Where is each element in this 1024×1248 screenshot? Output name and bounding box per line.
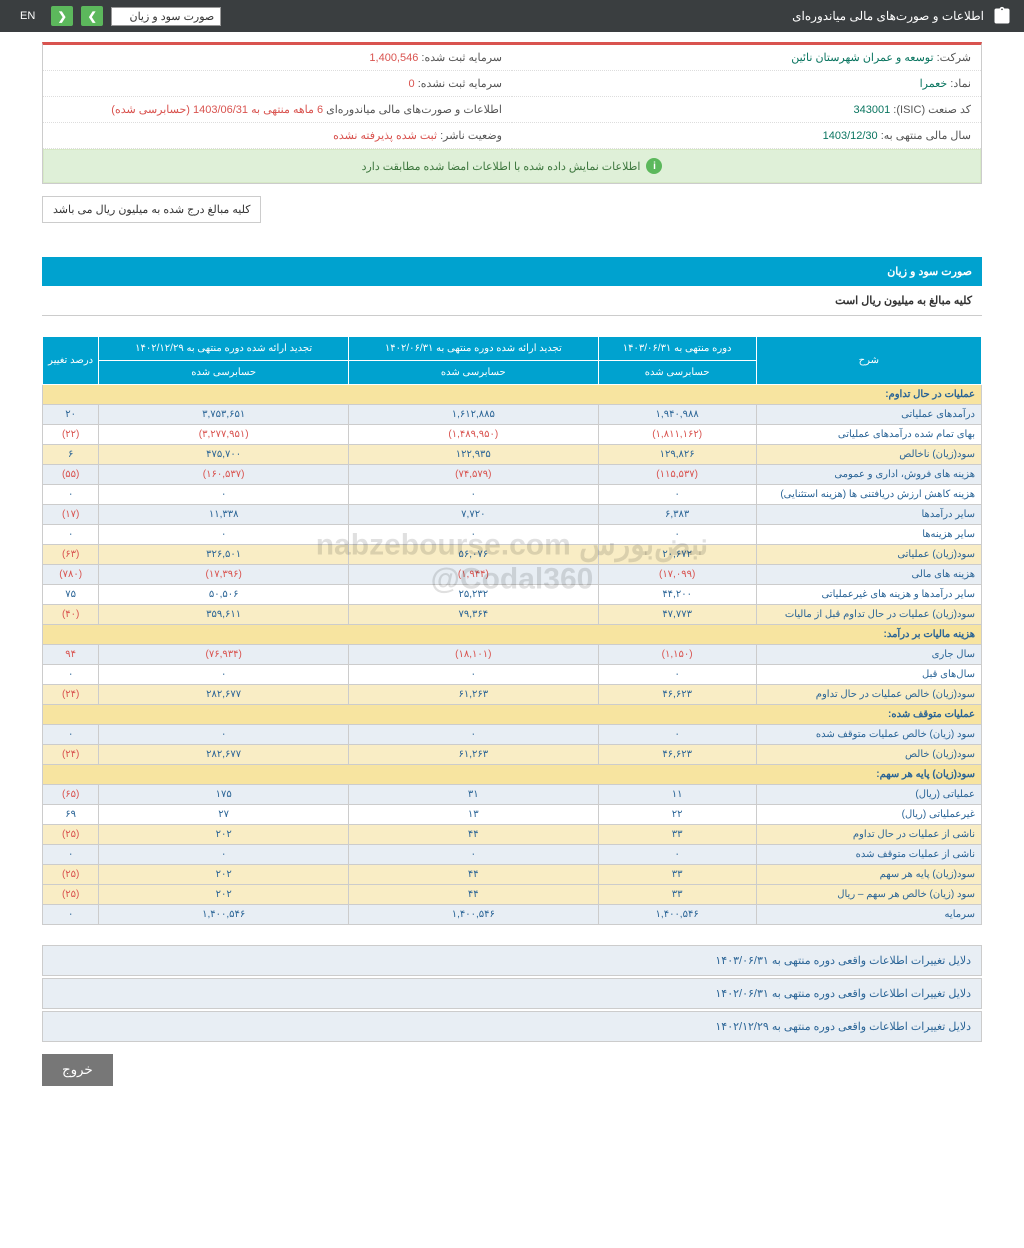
symbol-value: خعمرا	[920, 78, 948, 90]
th-aud3: حسابرسی شده	[99, 361, 349, 385]
reasons-box: دلایل تغییرات اطلاعات واقعی دوره منتهی ب…	[42, 945, 982, 1042]
status-label: وضعیت ناشر:	[440, 130, 502, 142]
table-row: بهای تمام شده درآمدهای عملیاتی(۱,۸۱۱,۱۶۲…	[43, 425, 982, 445]
isic-label: کد صنعت (ISIC):	[893, 104, 971, 116]
symbol-label: نماد:	[950, 78, 971, 90]
table-row: سایر درآمدها۶,۳۸۳۷,۷۲۰۱۱,۳۳۸(۱۷)	[43, 505, 982, 525]
table-row: سایر درآمدها و هزینه های غیرعملیاتی۴۴,۲۰…	[43, 585, 982, 605]
year-value: 1403/12/30	[823, 130, 878, 142]
company-value: توسعه و عمران شهرستان نائین	[791, 52, 933, 64]
th-aud1: حسابرسی شده	[598, 361, 756, 385]
th-col3: تجدید ارائه شده دوره منتهی به ۱۴۰۲/۱۲/۲۹	[99, 337, 349, 361]
page-title: اطلاعات و صورت‌های مالی میاندوره‌ای	[229, 9, 984, 23]
topbar: اطلاعات و صورت‌های مالی میاندوره‌ای صورت…	[0, 0, 1024, 32]
table-row: سود (زیان) خالص هر سهم – ریال۳۳۴۴۲۰۲(۲۵)	[43, 885, 982, 905]
section-row: هزینه مالیات بر درآمد:	[43, 625, 982, 645]
reason-row: دلایل تغییرات اطلاعات واقعی دوره منتهی ب…	[42, 945, 982, 976]
clipboard-icon	[992, 6, 1012, 26]
cap-reg-label: سرمایه ثبت شده:	[421, 52, 502, 64]
table-row: سود(زیان) عملیاتی۲۰,۶۷۲۵۶,۰۷۶۳۲۶,۵۰۱(۶۳)	[43, 545, 982, 565]
reason-row: دلایل تغییرات اطلاعات واقعی دوره منتهی ب…	[42, 978, 982, 1009]
table-row: سود(زیان) عملیات در حال تداوم قبل از مال…	[43, 605, 982, 625]
section-row: عملیات متوقف شده:	[43, 705, 982, 725]
unit-note: کلیه مبالغ درج شده به میلیون ریال می باش…	[42, 196, 261, 223]
period-value: 6 ماهه منتهی به 1403/06/31 (حسابرسی شده)	[111, 104, 323, 116]
year-label: سال مالی منتهی به:	[881, 130, 971, 142]
period-label: اطلاعات و صورت‌های مالی میاندوره‌ای	[326, 104, 502, 116]
table-row: ناشی از عملیات متوقف شده۰۰۰۰	[43, 845, 982, 865]
table-row: سود (زیان) خالص عملیات متوقف شده۰۰۰۰	[43, 725, 982, 745]
table-row: غیرعملیاتی (ریال)۲۲۱۳۲۷۶۹	[43, 805, 982, 825]
table-row: سود(زیان) خالص عملیات در حال تداوم۴۶,۶۲۳…	[43, 685, 982, 705]
isic-value: 343001	[854, 104, 891, 116]
notice-banner: i اطلاعات نمایش داده شده با اطلاعات امضا…	[43, 149, 981, 183]
th-col1: دوره منتهی به ۱۴۰۳/۰۶/۳۱	[598, 337, 756, 361]
table-row: هزینه های فروش، اداری و عمومی(۱۱۵,۵۳۷)(۷…	[43, 465, 982, 485]
table-row: سایر هزینه‌ها۰۰۰۰	[43, 525, 982, 545]
section-row: سود(زیان) پایه هر سهم:	[43, 765, 982, 785]
table-row: ناشی از عملیات در حال تداوم۳۳۴۴۲۰۲(۲۵)	[43, 825, 982, 845]
table-row: درآمدهای عملیاتی۱,۹۴۰,۹۸۸۱,۶۱۲,۸۸۵۳,۷۵۳,…	[43, 405, 982, 425]
prev-button[interactable]: ❮	[51, 6, 73, 26]
cap-reg-value: 1,400,546	[369, 52, 418, 64]
financial-table: شرح دوره منتهی به ۱۴۰۳/۰۶/۳۱ تجدید ارائه…	[42, 336, 982, 925]
table-row: سود(زیان) ناخالص۱۲۹,۸۲۶۱۲۲,۹۳۵۴۷۵,۷۰۰۶	[43, 445, 982, 465]
th-desc: شرح	[756, 337, 981, 385]
section-dropdown[interactable]: صورت سود و زیان	[111, 7, 221, 26]
th-pct: درصد تغییر	[43, 337, 99, 385]
table-row: سال‌های قبل۰۰۰۰	[43, 665, 982, 685]
table-row: سود(زیان) خالص۴۶,۶۲۳۶۱,۲۶۳۲۸۲,۶۷۷(۲۴)	[43, 745, 982, 765]
section-subnote: کلیه مبالغ به میلیون ریال است	[42, 286, 982, 316]
table-row: هزینه کاهش ارزش دریافتنی ها (هزینه استثن…	[43, 485, 982, 505]
section-row: عملیات در حال تداوم:	[43, 385, 982, 405]
cap-unreg-value: 0	[409, 78, 415, 90]
company-label: شرکت:	[937, 52, 971, 64]
table-row: هزینه های مالی(۱۷,۰۹۹)(۱,۹۴۴)(۱۷,۳۹۶)(۷۸…	[43, 565, 982, 585]
next-button[interactable]: ❯	[81, 6, 103, 26]
company-info-box: شرکت: توسعه و عمران شهرستان نائین سرمایه…	[42, 42, 982, 184]
th-aud2: حسابرسی شده	[348, 361, 598, 385]
reason-row: دلایل تغییرات اطلاعات واقعی دوره منتهی ب…	[42, 1011, 982, 1042]
status-value: ثبت شده پذیرفته نشده	[333, 130, 437, 142]
info-icon: i	[646, 158, 662, 174]
table-row: سود(زیان) پایه هر سهم۳۳۴۴۲۰۲(۲۵)	[43, 865, 982, 885]
cap-unreg-label: سرمایه ثبت نشده:	[418, 78, 502, 90]
notice-text: اطلاعات نمایش داده شده با اطلاعات امضا ش…	[362, 160, 641, 173]
table-row: سرمایه۱,۴۰۰,۵۴۶۱,۴۰۰,۵۴۶۱,۴۰۰,۵۴۶۰	[43, 905, 982, 925]
table-row: سال جاری(۱,۱۵۰)(۱۸,۱۰۱)(۷۶,۹۳۴)۹۴	[43, 645, 982, 665]
lang-en[interactable]: EN	[12, 8, 43, 24]
table-row: عملیاتی (ریال)۱۱۳۱۱۷۵(۶۵)	[43, 785, 982, 805]
section-header: صورت سود و زیان	[42, 257, 982, 286]
th-col2: تجدید ارائه شده دوره منتهی به ۱۴۰۲/۰۶/۳۱	[348, 337, 598, 361]
exit-button[interactable]: خروج	[42, 1054, 113, 1086]
